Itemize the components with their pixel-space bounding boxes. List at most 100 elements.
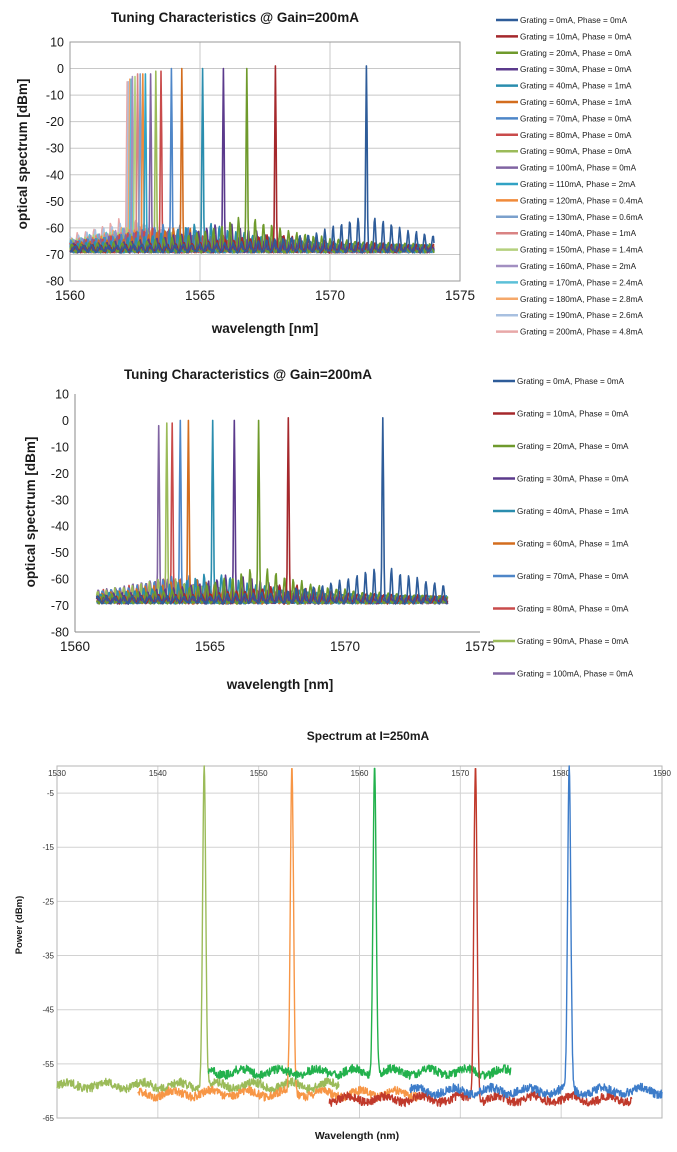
series-line xyxy=(69,67,435,254)
legend-label: Grating = 40mA, Phase = 1mA xyxy=(517,507,629,516)
series-line xyxy=(69,73,435,254)
y-tick-label: -55 xyxy=(42,1060,54,1069)
series-line xyxy=(69,81,435,254)
chart-3-ylabel: Power (dBm) xyxy=(14,896,25,955)
legend-label: Grating = 90mA, Phase = 0mA xyxy=(520,147,632,156)
chart-2-ylabel: optical spectrum [dBm] xyxy=(23,437,38,588)
legend-label: Grating = 100mA, Phase = 0mA xyxy=(517,670,634,679)
series-line xyxy=(95,417,448,605)
chart-3: Spectrum at I=250mA Power (dBm) Waveleng… xyxy=(14,729,671,1142)
series-line xyxy=(69,75,435,254)
legend-label: Grating = 0mA, Phase = 0mA xyxy=(520,16,627,25)
y-tick-label: -10 xyxy=(51,440,69,454)
plot-frame xyxy=(69,41,461,282)
series-line xyxy=(69,67,435,254)
legend-label: Grating = 150mA, Phase = 1.4mA xyxy=(520,246,643,255)
x-tick-label: 1590 xyxy=(653,769,671,778)
y-tick-label: -80 xyxy=(46,275,64,289)
series-line xyxy=(69,67,435,254)
series-line xyxy=(95,422,449,605)
chart-3-series-lines xyxy=(56,765,663,1108)
series-line xyxy=(96,419,449,605)
legend-label: Grating = 200mA, Phase = 4.8mA xyxy=(520,328,643,337)
chart-3-gridlines xyxy=(56,765,663,1119)
y-tick-label: -65 xyxy=(42,1114,54,1123)
y-tick-label: -45 xyxy=(42,1006,54,1015)
legend-label: Grating = 30mA, Phase = 0mA xyxy=(520,65,632,74)
y-tick-label: -15 xyxy=(42,843,54,852)
series-line xyxy=(95,419,449,605)
chart-2: Tuning Characteristics @ Gain=200mA opti… xyxy=(23,367,634,692)
series-line xyxy=(95,424,449,605)
y-tick-label: -40 xyxy=(51,520,69,534)
chart-1-series-lines xyxy=(69,65,435,254)
y-tick-label: -20 xyxy=(51,467,69,481)
legend-label: Grating = 40mA, Phase = 1mA xyxy=(520,82,632,91)
y-tick-label: 0 xyxy=(62,414,69,428)
series-line xyxy=(69,81,435,254)
legend-label: Grating = 20mA, Phase = 0mA xyxy=(520,49,632,58)
legend-label: Grating = 90mA, Phase = 0mA xyxy=(517,637,629,646)
legend-label: Grating = 20mA, Phase = 0mA xyxy=(517,442,629,451)
legend-label: Grating = 180mA, Phase = 2.8mA xyxy=(520,295,643,304)
legend-label: Grating = 160mA, Phase = 2mA xyxy=(520,262,637,271)
y-tick-label: -60 xyxy=(46,221,64,235)
x-tick-label: 1570 xyxy=(315,288,345,303)
x-tick-label: 1530 xyxy=(48,769,66,778)
x-tick-label: 1565 xyxy=(185,288,215,303)
series-line xyxy=(69,70,435,254)
chart-2-legend: Grating = 0mA, Phase = 0mA Grating = 10mA… xyxy=(493,377,634,679)
y-tick-label: 0 xyxy=(57,62,64,76)
y-tick-label: 10 xyxy=(55,388,69,402)
x-tick-label: 1560 xyxy=(55,288,85,303)
x-tick-label: 1575 xyxy=(445,288,475,303)
y-tick-label: -5 xyxy=(47,789,55,798)
y-tick-label: -80 xyxy=(51,626,69,640)
chart-2-xlabel: wavelength [nm] xyxy=(226,677,334,692)
series-line xyxy=(69,73,435,254)
series-line xyxy=(56,765,340,1094)
y-tick-label: -30 xyxy=(51,493,69,507)
series-line xyxy=(95,422,449,605)
series-line xyxy=(409,765,663,1100)
chart-1-title: Tuning Characteristics @ Gain=200mA xyxy=(111,10,359,25)
y-tick-label: -30 xyxy=(46,142,64,156)
plot-frame xyxy=(56,765,663,1119)
series-line xyxy=(96,419,448,605)
legend-label: Grating = 110mA, Phase = 2mA xyxy=(520,180,636,189)
series-line xyxy=(95,419,449,605)
legend-label: Grating = 10mA, Phase = 0mA xyxy=(517,410,629,419)
series-line xyxy=(69,73,435,254)
legend-label: Grating = 10mA, Phase = 0mA xyxy=(520,32,632,41)
series-line xyxy=(69,70,435,254)
legend-label: Grating = 60mA, Phase = 1mA xyxy=(520,98,632,107)
series-line xyxy=(69,75,435,254)
chart-2-title: Tuning Characteristics @ Gain=200mA xyxy=(124,367,372,382)
series-line xyxy=(69,73,435,254)
y-tick-label: -60 xyxy=(51,573,69,587)
legend-label: Grating = 190mA, Phase = 2.6mA xyxy=(520,311,643,320)
y-tick-label: -20 xyxy=(46,115,64,129)
legend-label: Grating = 120mA, Phase = 0.4mA xyxy=(520,196,643,205)
x-tick-label: 1570 xyxy=(330,639,360,654)
series-line xyxy=(207,767,512,1080)
legend-label: Grating = 100mA, Phase = 0mA xyxy=(520,164,637,173)
x-tick-label: 1560 xyxy=(351,769,369,778)
y-tick-label: -50 xyxy=(46,195,64,209)
series-line xyxy=(69,65,435,254)
chart-2-series-lines xyxy=(95,417,449,605)
legend-label: Grating = 70mA, Phase = 0mA xyxy=(520,114,632,123)
series-line xyxy=(69,67,435,254)
legend-label: Grating = 30mA, Phase = 0mA xyxy=(517,475,629,484)
y-tick-label: -35 xyxy=(42,952,54,961)
chart-3-x-tick-labels: 1530 1540 1550 1560 1570 1580 1590 xyxy=(48,769,671,778)
legend-label: Grating = 140mA, Phase = 1mA xyxy=(520,229,637,238)
x-tick-label: 1575 xyxy=(465,639,495,654)
chart-1: Tuning Characteristics @ Gain=200mA opti… xyxy=(15,10,643,337)
chart-2-axes xyxy=(74,394,480,633)
chart-1-xlabel: wavelength [nm] xyxy=(211,321,319,336)
x-tick-label: 1560 xyxy=(60,639,90,654)
series-line xyxy=(69,67,435,254)
